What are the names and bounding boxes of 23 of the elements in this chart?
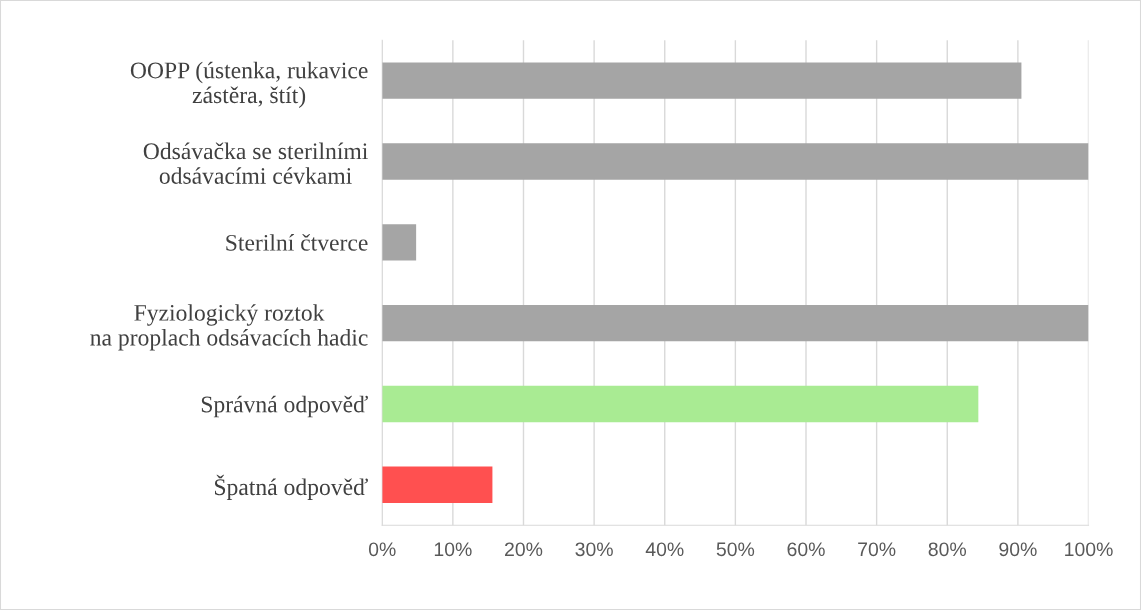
bar	[382, 385, 979, 423]
x-tick-label: 80%	[928, 542, 967, 557]
x-tick-label: 90%	[999, 542, 1037, 557]
y-tick-label: Správná odpověď	[201, 395, 368, 418]
bar	[382, 143, 1089, 180]
y-tick-label: OOPP (ústenka, rukavice zástěra, štít)	[130, 61, 368, 108]
x-tick-label: 100%	[1065, 542, 1113, 557]
y-tick-label: Sterilní čtverce	[226, 234, 368, 251]
x-tick-label: 60%	[787, 542, 825, 557]
x-tick-label: 40%	[645, 542, 684, 557]
y-tick-label: Špatná odpověď	[214, 474, 368, 500]
x-tick-label: 70%	[858, 542, 896, 557]
bar	[382, 466, 493, 503]
y-tick-label: Odsávačka se sterilními odsávacími cévkami	[143, 142, 368, 184]
bar	[382, 62, 1022, 99]
x-tick-label: 20%	[505, 542, 543, 557]
x-tick-label: 50%	[716, 542, 755, 557]
x-tick-label: 10%	[434, 542, 472, 557]
y-tick-label: Fyziologický roztok na proplach odsávacích hadic	[90, 304, 368, 351]
bar	[382, 224, 417, 261]
x-tick-label: 30%	[575, 542, 613, 557]
x-tick-label: 0%	[368, 542, 396, 557]
bar	[382, 304, 1089, 342]
